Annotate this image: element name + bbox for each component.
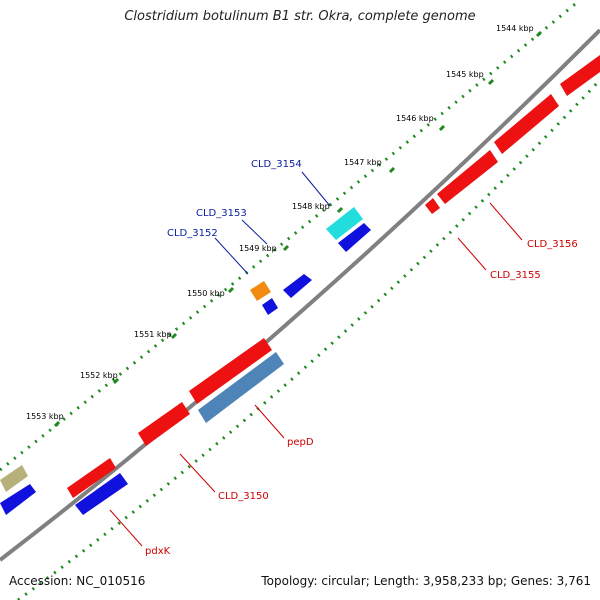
gene-blue-small bbox=[283, 274, 312, 298]
scale-label: 1546 kbp bbox=[396, 114, 434, 123]
gene-label-cld3152: CLD_3152 bbox=[167, 228, 218, 239]
gene-label-cld3155: CLD_3155 bbox=[490, 270, 541, 281]
gene-cld3150 bbox=[138, 402, 190, 446]
scale-ticks-inner bbox=[17, 78, 600, 600]
gene-cld3155 bbox=[437, 150, 498, 204]
scale-labels: 1544 kbp 1545 kbp 1546 kbp 1547 kbp 1548… bbox=[26, 24, 534, 421]
reverse-genes bbox=[67, 55, 600, 515]
gene-pepd bbox=[198, 352, 284, 423]
scale-label: 1549 kbp bbox=[239, 244, 277, 253]
gene-label-cld3150: CLD_3150 bbox=[218, 491, 269, 502]
gene-red-long bbox=[189, 338, 272, 404]
gene-cld3155-small bbox=[425, 198, 440, 214]
genome-summary-text: Topology: circular; Length: 3,958,233 bp… bbox=[261, 574, 591, 588]
gene-khaki bbox=[0, 465, 28, 492]
gene-cld3153 bbox=[250, 281, 271, 301]
scale-label: 1552 kbp bbox=[80, 371, 118, 380]
gene-pdxk bbox=[75, 473, 128, 515]
scale-label: 1545 kbp bbox=[446, 70, 484, 79]
scale-label: 1551 kbp bbox=[134, 330, 172, 339]
scale-major-ticks bbox=[53, 30, 543, 428]
gene-cld3154 bbox=[326, 207, 363, 240]
genome-backbone bbox=[0, 28, 600, 562]
map-title: Clostridium botulinum B1 str. Okra, comp… bbox=[124, 9, 476, 24]
scale-label: 1544 kbp bbox=[496, 24, 534, 33]
label-leaders bbox=[109, 171, 523, 547]
gene-label-pepd: pepD bbox=[287, 437, 314, 448]
gene-labels: CLD_3154 CLD_3153 CLD_3152 CLD_3156 CLD_… bbox=[145, 159, 578, 557]
scale-ticks-outer bbox=[0, 0, 581, 472]
scale-label: 1550 kbp bbox=[187, 289, 225, 298]
gene-pdxk-red bbox=[67, 458, 116, 498]
gene-cld3156-a bbox=[494, 94, 559, 154]
gene-label-cld3153: CLD_3153 bbox=[196, 208, 247, 219]
scale-label: 1547 kbp bbox=[344, 158, 382, 167]
gene-label-cld3156: CLD_3156 bbox=[527, 239, 578, 250]
scale-label: 1548 kbp bbox=[292, 202, 330, 211]
gene-label-pdxk: pdxK bbox=[145, 546, 171, 557]
gene-blue-small-2 bbox=[338, 223, 371, 252]
scale-label: 1553 kbp bbox=[26, 412, 64, 421]
gene-cld3156-b bbox=[560, 55, 600, 96]
forward-genes bbox=[0, 207, 371, 515]
gene-cld3152 bbox=[262, 298, 278, 315]
gene-blue-forward bbox=[0, 484, 36, 515]
gene-label-cld3154: CLD_3154 bbox=[251, 159, 302, 170]
accession-text: Accession: NC_010516 bbox=[9, 574, 146, 588]
